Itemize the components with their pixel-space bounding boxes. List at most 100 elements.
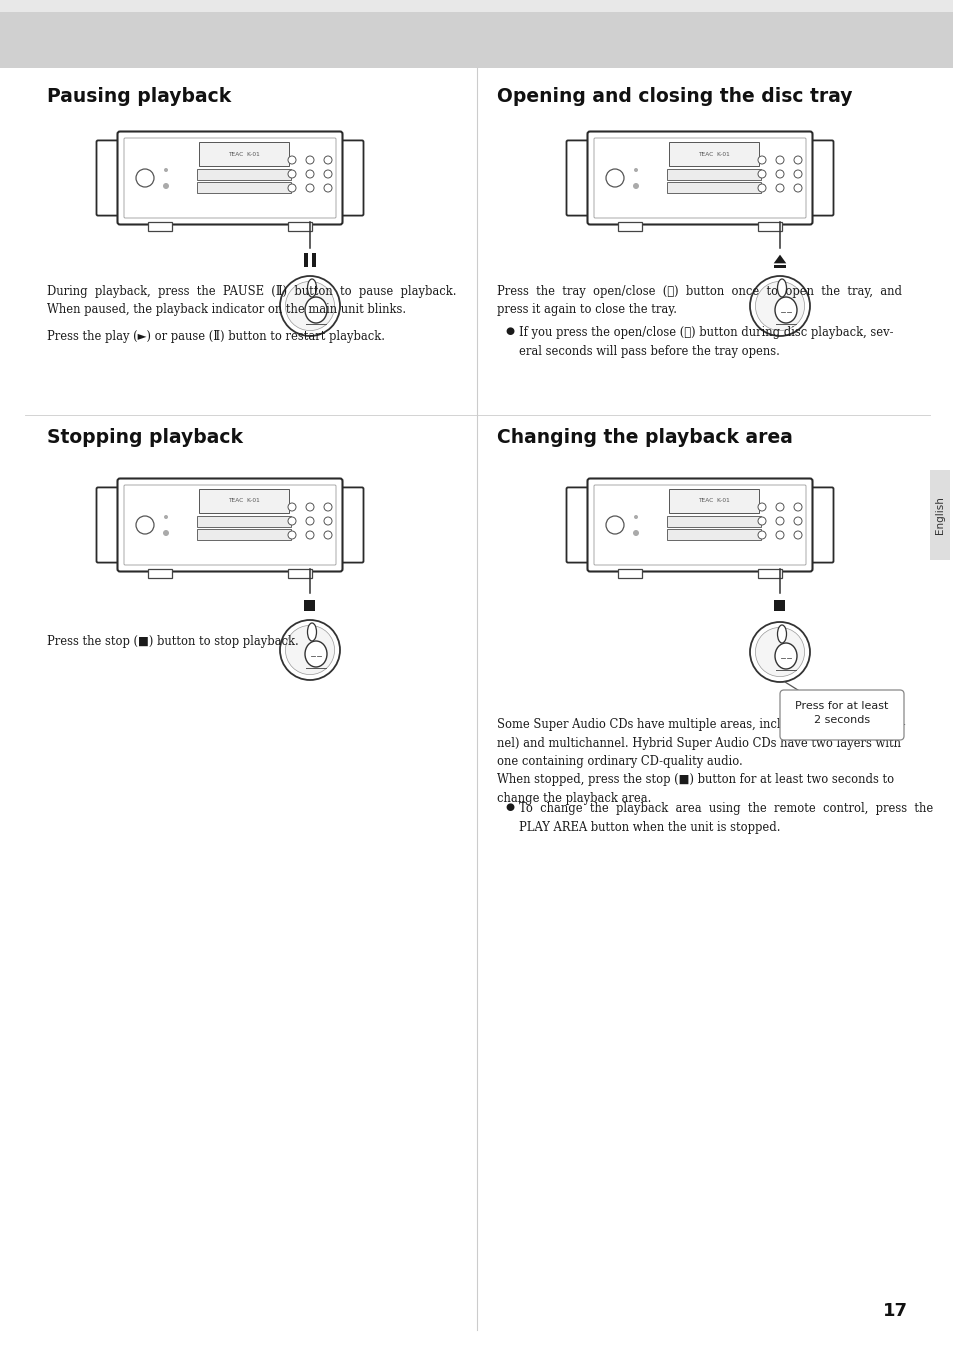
Bar [668, 142, 759, 166]
Circle shape [306, 184, 314, 192]
FancyBboxPatch shape [117, 478, 342, 571]
Circle shape [324, 531, 332, 539]
Ellipse shape [305, 297, 327, 323]
Bar [199, 489, 289, 513]
Ellipse shape [777, 625, 785, 643]
Text: Changing the playback area: Changing the playback area [497, 428, 792, 447]
Circle shape [605, 169, 623, 188]
Circle shape [634, 514, 638, 518]
Circle shape [755, 628, 803, 676]
Circle shape [288, 517, 295, 525]
Circle shape [749, 622, 809, 682]
Circle shape [755, 281, 803, 331]
Circle shape [775, 170, 783, 178]
Circle shape [164, 167, 168, 171]
Circle shape [775, 184, 783, 192]
Bar [288, 568, 312, 578]
Circle shape [324, 504, 332, 512]
Circle shape [306, 170, 314, 178]
Ellipse shape [305, 641, 327, 667]
Text: Opening and closing the disc tray: Opening and closing the disc tray [497, 86, 852, 107]
Ellipse shape [307, 622, 316, 641]
Bar [148, 568, 172, 578]
Bar [196, 169, 291, 180]
FancyBboxPatch shape [780, 690, 903, 740]
Ellipse shape [307, 279, 316, 297]
Bar [666, 182, 760, 193]
Circle shape [758, 504, 765, 512]
Circle shape [280, 620, 339, 680]
Bar [312, 252, 315, 267]
Polygon shape [773, 255, 785, 263]
Circle shape [285, 281, 335, 331]
Circle shape [288, 170, 295, 178]
Bar [0, 0, 953, 12]
Circle shape [324, 517, 332, 525]
Circle shape [136, 516, 153, 535]
Circle shape [634, 167, 638, 171]
FancyBboxPatch shape [587, 478, 812, 571]
Circle shape [793, 184, 801, 192]
Circle shape [775, 504, 783, 512]
Circle shape [793, 170, 801, 178]
Circle shape [163, 184, 169, 189]
Text: Stopping playback: Stopping playback [47, 428, 243, 447]
Bar [666, 169, 760, 180]
Circle shape [285, 625, 335, 675]
Circle shape [793, 157, 801, 163]
Ellipse shape [774, 643, 796, 670]
Circle shape [793, 517, 801, 525]
Text: TEAC  K-01: TEAC K-01 [698, 498, 729, 504]
Circle shape [306, 157, 314, 163]
Circle shape [758, 517, 765, 525]
Circle shape [775, 517, 783, 525]
Circle shape [288, 157, 295, 163]
Circle shape [324, 157, 332, 163]
Text: English: English [934, 495, 944, 535]
Text: During  playback,  press  the  PAUSE  (Ⅱ)  button  to  pause  playback.
When pau: During playback, press the PAUSE (Ⅱ) but… [47, 285, 456, 316]
Bar [199, 142, 289, 166]
Bar [758, 568, 781, 578]
Circle shape [633, 184, 639, 189]
Bar [618, 221, 641, 231]
Bar [288, 221, 312, 231]
FancyBboxPatch shape [566, 140, 591, 216]
Circle shape [280, 275, 339, 336]
Bar [148, 221, 172, 231]
Text: TEAC  K-01: TEAC K-01 [698, 151, 729, 157]
Ellipse shape [777, 279, 785, 297]
Bar [774, 599, 784, 610]
Circle shape [306, 504, 314, 512]
Bar [196, 516, 291, 526]
Bar [666, 529, 760, 540]
FancyBboxPatch shape [117, 131, 342, 224]
Text: To  change  the  playback  area  using  the  remote  control,  press  the
PLAY A: To change the playback area using the re… [518, 802, 932, 833]
Circle shape [288, 504, 295, 512]
Text: ●: ● [504, 802, 514, 811]
Bar [666, 516, 760, 526]
Circle shape [324, 170, 332, 178]
Text: ●: ● [504, 325, 514, 336]
Circle shape [136, 169, 153, 188]
Circle shape [306, 531, 314, 539]
Circle shape [288, 184, 295, 192]
Circle shape [605, 516, 623, 535]
Circle shape [163, 531, 169, 536]
Text: TEAC  K-01: TEAC K-01 [228, 151, 259, 157]
FancyBboxPatch shape [807, 487, 833, 563]
Text: If you press the open/close (⏫) button during disc playback, sev-
eral seconds w: If you press the open/close (⏫) button d… [518, 325, 893, 358]
Circle shape [306, 517, 314, 525]
Bar [618, 568, 641, 578]
Circle shape [793, 531, 801, 539]
Bar [196, 182, 291, 193]
Text: Some Super Audio CDs have multiple areas, including stereo (2-chan-
nel) and mul: Some Super Audio CDs have multiple areas… [497, 718, 904, 805]
Circle shape [775, 157, 783, 163]
Text: 17: 17 [882, 1301, 907, 1320]
Circle shape [758, 531, 765, 539]
Bar [773, 266, 785, 269]
Circle shape [324, 184, 332, 192]
Text: Press the stop (■) button to stop playback.: Press the stop (■) button to stop playba… [47, 634, 298, 648]
Bar [304, 599, 315, 610]
Circle shape [633, 531, 639, 536]
FancyBboxPatch shape [338, 140, 363, 216]
